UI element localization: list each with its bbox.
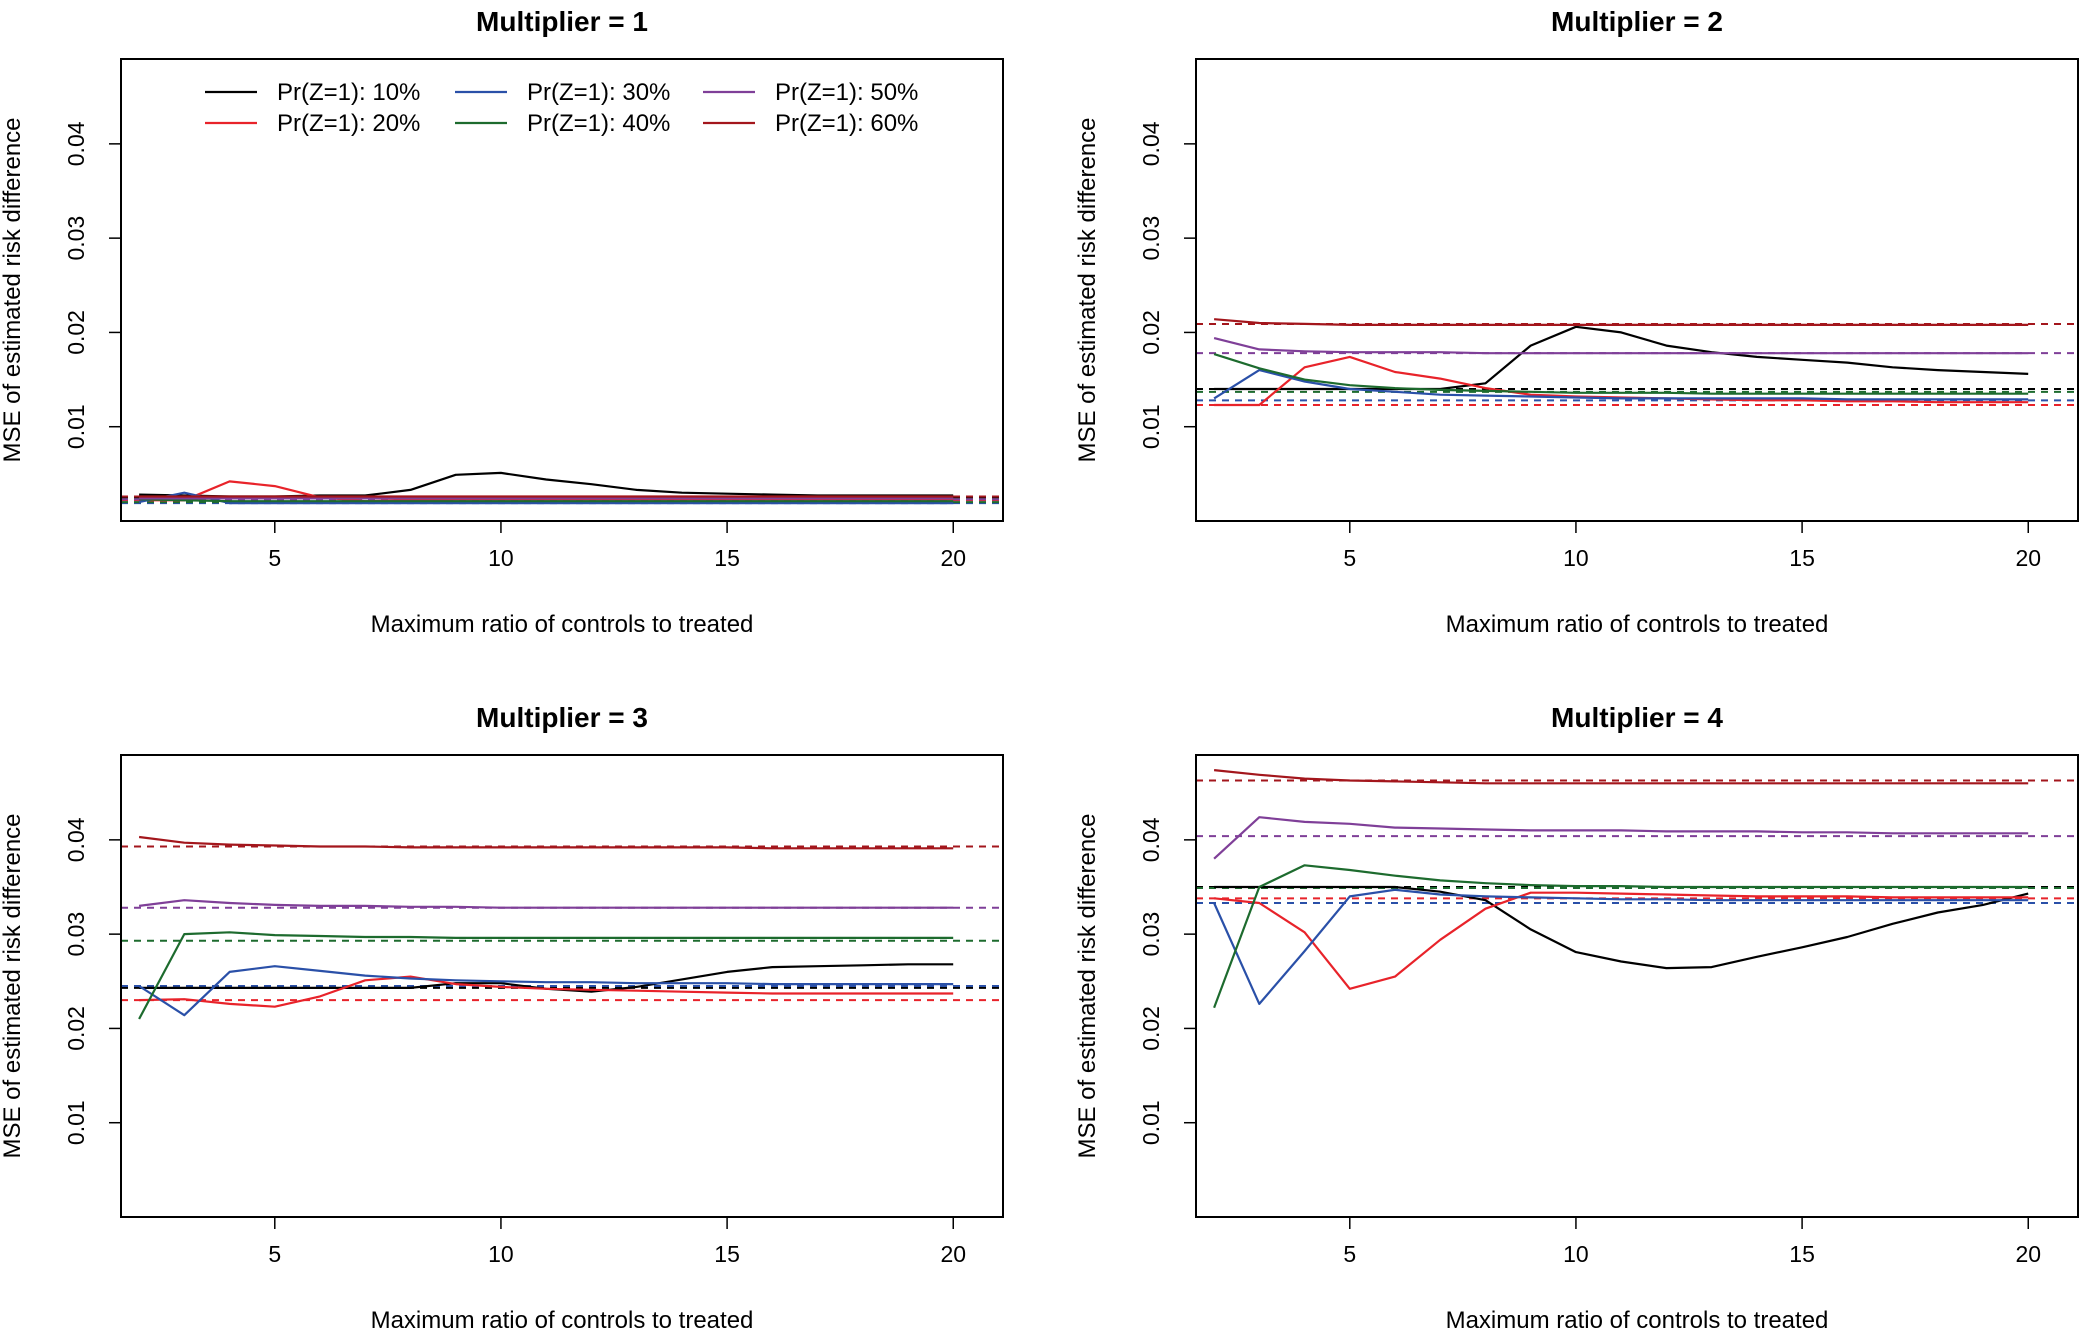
plot-area xyxy=(121,835,1003,1020)
series-line-4 xyxy=(1213,864,2029,1009)
y-tick-label: 0.03 xyxy=(63,912,89,957)
legend-label: Pr(Z=1): 20% xyxy=(277,110,420,137)
plot-frame xyxy=(1195,58,2079,522)
chart-panel-1: Multiplier = 1 Maximum ratio of controls … xyxy=(0,6,1004,638)
x-tick-label: 20 xyxy=(2015,1241,2041,1267)
panel-title: Multiplier = 1 xyxy=(476,6,648,37)
chart-panel-2: Multiplier = 2 Maximum ratio of controls … xyxy=(1074,6,2079,638)
y-axis-label: MSE of estimated risk difference xyxy=(1074,117,1101,462)
series-line-6 xyxy=(1213,769,2029,785)
y-tick-label: 0.01 xyxy=(63,1100,89,1145)
x-axis-label: Maximum ratio of controls to treated xyxy=(1446,1307,1829,1334)
y-tick-label: 0.02 xyxy=(1138,310,1164,355)
legend-label: Pr(Z=1): 10% xyxy=(277,79,420,106)
y-tick-label: 0.04 xyxy=(1138,121,1164,166)
y-tick-label: 0.01 xyxy=(63,404,89,449)
series-line-5 xyxy=(1213,337,2029,355)
series-line-2 xyxy=(139,975,954,1008)
series-line-5 xyxy=(1213,816,2029,860)
series-line-3 xyxy=(1213,888,2029,1006)
x-tick-label: 15 xyxy=(1789,545,1815,571)
x-tick-label: 20 xyxy=(2015,545,2041,571)
y-tick-label: 0.03 xyxy=(1138,912,1164,957)
x-tick-label: 5 xyxy=(1343,545,1356,571)
y-tick-label: 0.04 xyxy=(63,121,89,166)
y-axis-label: MSE of estimated risk difference xyxy=(0,117,26,462)
y-tick-label: 0.01 xyxy=(1138,1100,1164,1145)
y-axis-label: MSE of estimated risk difference xyxy=(0,813,26,1158)
series-line-4 xyxy=(139,498,954,503)
series-line-6 xyxy=(1214,318,2029,326)
legend-label: Pr(Z=1): 30% xyxy=(527,79,670,106)
x-tick-label: 10 xyxy=(1563,545,1589,571)
series-line-5 xyxy=(138,899,954,909)
legend: Pr(Z=1): 10% Pr(Z=1): 20% Pr(Z=1): 30% Pr(Z… xyxy=(205,79,918,137)
legend-label: Pr(Z=1): 50% xyxy=(775,79,918,106)
x-tick-label: 15 xyxy=(1789,1241,1815,1267)
series-line-3 xyxy=(138,965,954,1017)
y-tick-label: 0.02 xyxy=(1138,1006,1164,1051)
series-line-3 xyxy=(1213,369,2029,401)
y-tick-label: 0.03 xyxy=(63,216,89,261)
plot-frame xyxy=(120,754,1004,1218)
y-tick-label: 0.04 xyxy=(1138,817,1164,862)
x-tick-label: 20 xyxy=(940,545,966,571)
legend-label: Pr(Z=1): 60% xyxy=(775,110,918,137)
x-tick-label: 10 xyxy=(488,545,514,571)
y-axis-label: MSE of estimated risk difference xyxy=(1074,813,1101,1158)
x-tick-label: 5 xyxy=(1343,1241,1356,1267)
chart-panel-3: Multiplier = 3 Maximum ratio of controls … xyxy=(0,702,1004,1334)
chart-panel-4: Multiplier = 4 Maximum ratio of controls … xyxy=(1074,702,2079,1334)
panel-title: Multiplier = 4 xyxy=(1551,702,1723,733)
y-tick-label: 0.01 xyxy=(1138,404,1164,449)
x-tick-label: 15 xyxy=(714,1241,740,1267)
plot-area xyxy=(121,471,1003,505)
series-line-6 xyxy=(138,835,954,850)
series-line-2 xyxy=(1213,891,2029,990)
series-line-4 xyxy=(138,931,954,1020)
y-tick-label: 0.03 xyxy=(1138,216,1164,261)
series-line-1 xyxy=(1214,325,2029,391)
plot-area xyxy=(1196,769,2078,1009)
x-tick-label: 5 xyxy=(268,545,281,571)
x-tick-label: 10 xyxy=(488,1241,514,1267)
series-line-4 xyxy=(1213,353,2029,395)
legend-label: Pr(Z=1): 40% xyxy=(527,110,670,137)
x-axis-label: Maximum ratio of controls to treated xyxy=(371,1307,754,1334)
plot-frame xyxy=(1195,754,2079,1218)
x-tick-label: 15 xyxy=(714,545,740,571)
x-tick-label: 10 xyxy=(1563,1241,1589,1267)
plot-area xyxy=(1196,318,2078,407)
plot-frame xyxy=(120,58,1004,522)
x-axis-label: Maximum ratio of controls to treated xyxy=(371,611,754,638)
panel-title: Multiplier = 2 xyxy=(1551,6,1723,37)
series-line-1 xyxy=(1214,885,2029,970)
series-line-3 xyxy=(138,491,954,505)
y-tick-label: 0.04 xyxy=(63,817,89,862)
y-tick-label: 0.02 xyxy=(63,1006,89,1051)
x-axis-label: Maximum ratio of controls to treated xyxy=(1446,611,1829,638)
x-tick-label: 20 xyxy=(940,1241,966,1267)
x-tick-label: 5 xyxy=(268,1241,281,1267)
y-tick-label: 0.02 xyxy=(63,310,89,355)
panel-title: Multiplier = 3 xyxy=(476,702,648,733)
